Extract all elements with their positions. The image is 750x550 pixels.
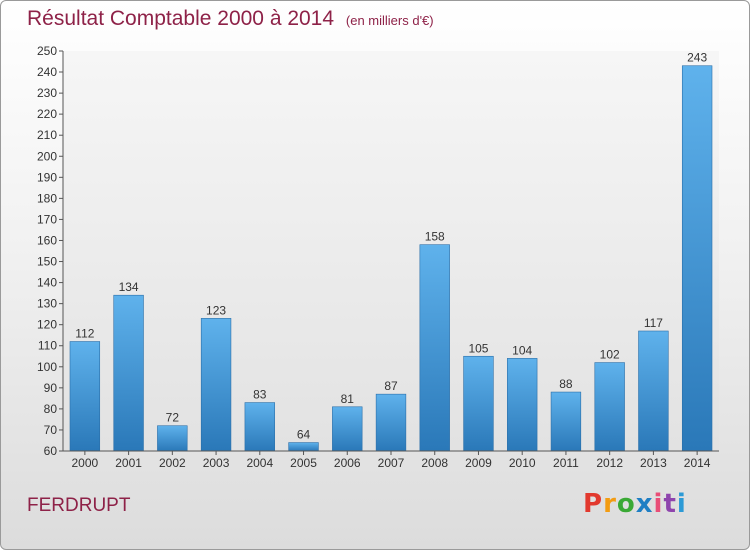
bar-2003 [200, 318, 232, 452]
x-tick-label-2006: 2006 [334, 456, 361, 470]
data-label-2009: 105 [468, 341, 488, 355]
bar-2013 [638, 330, 669, 452]
data-label-2008: 158 [425, 230, 445, 244]
chart-subtitle: (en milliers d'€) [345, 13, 434, 28]
proxiti-logo: Proxiti [583, 489, 687, 519]
data-label-2001: 134 [119, 280, 139, 294]
x-tick-label-2014: 2014 [684, 456, 711, 470]
y-tick-label: 190 [37, 170, 57, 184]
data-label-2012: 102 [600, 348, 620, 362]
bar-2008 [419, 244, 450, 452]
bar-2001 [113, 294, 144, 452]
y-tick-label: 200 [37, 149, 57, 163]
bar-2012 [594, 362, 625, 452]
y-tick-label: 60 [44, 444, 58, 458]
y-tick-label: 110 [38, 339, 57, 353]
bar-2010 [507, 358, 538, 452]
y-tick-label: 70 [44, 423, 58, 437]
y-tick-label: 180 [37, 191, 57, 205]
y-tick-label: 250 [37, 44, 57, 58]
chart-title: Résultat Comptable 2000 à 2014 [27, 7, 335, 30]
bar-2006 [332, 406, 363, 452]
logo-letter: o [616, 489, 636, 519]
data-label-2006: 81 [341, 392, 355, 406]
y-tick-label: 140 [37, 276, 57, 290]
x-tick-label-2010: 2010 [509, 456, 536, 470]
x-tick-label-2009: 2009 [465, 456, 492, 470]
data-label-2004: 83 [253, 388, 267, 402]
y-tick-label: 100 [37, 360, 57, 374]
y-tick-label: 160 [37, 233, 57, 247]
x-tick-label-2007: 2007 [378, 456, 405, 470]
logo-letter: P [583, 489, 604, 519]
x-tick-label-2000: 2000 [72, 456, 99, 470]
bar-2002 [157, 425, 188, 452]
chart-title-row: Résultat Comptable 2000 à 2014 (en milli… [27, 7, 434, 31]
y-tick-label: 210 [37, 128, 57, 142]
data-label-2007: 87 [384, 379, 398, 393]
logo-letter: t [663, 489, 677, 519]
x-tick-label-2003: 2003 [203, 456, 230, 470]
bar-2005 [288, 442, 319, 452]
data-label-2014: 243 [687, 51, 707, 65]
data-label-2010: 104 [512, 343, 532, 357]
x-tick-label-2004: 2004 [246, 456, 273, 470]
bar-2000 [69, 341, 101, 452]
logo-letter: r [603, 489, 617, 519]
bar-2009 [463, 355, 494, 452]
bar-2014 [681, 65, 713, 452]
data-label-2005: 64 [297, 428, 311, 442]
data-label-2002: 72 [166, 411, 180, 425]
y-tick-label: 150 [37, 255, 57, 269]
x-tick-label-2005: 2005 [290, 456, 317, 470]
x-tick-label-2013: 2013 [640, 456, 667, 470]
x-tick-label-2011: 2011 [553, 456, 579, 470]
data-label-2011: 88 [559, 377, 573, 391]
logo-letter: i [653, 489, 664, 519]
commune-name: FERDRUPT [27, 495, 131, 516]
data-label-2003: 123 [206, 303, 226, 317]
x-tick-label-2002: 2002 [159, 456, 186, 470]
y-tick-label: 80 [44, 402, 58, 416]
data-label-2000: 112 [75, 327, 94, 341]
logo-letter: x [635, 489, 654, 519]
y-tick-label: 220 [37, 107, 57, 121]
y-tick-label: 130 [37, 297, 57, 311]
y-tick-label: 170 [37, 212, 57, 226]
bar-2004 [244, 402, 275, 452]
x-tick-label-2001: 2001 [115, 456, 142, 470]
x-tick-label-2008: 2008 [421, 456, 448, 470]
data-label-2013: 117 [644, 316, 663, 330]
bar-2011 [550, 391, 582, 452]
logo-letter: i [676, 489, 687, 519]
bar-2007 [375, 393, 407, 452]
y-tick-label: 90 [44, 381, 58, 395]
y-tick-label: 240 [37, 65, 57, 79]
y-tick-label: 120 [37, 318, 57, 332]
x-tick-label-2012: 2012 [596, 456, 623, 470]
y-tick-label: 230 [37, 86, 57, 100]
